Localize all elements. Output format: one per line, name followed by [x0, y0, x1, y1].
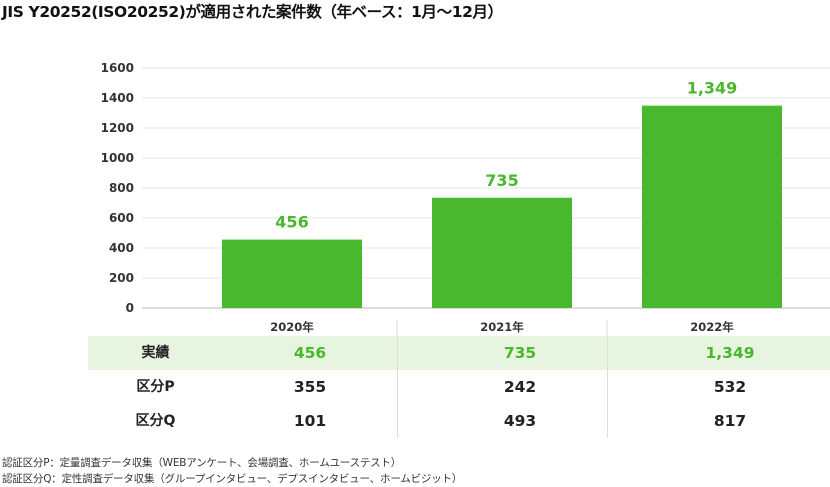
footnote-category-q: 認証区分Q：定性調査データ収集（グループインタビュー、デプスインタビュー、ホーム… [2, 473, 463, 485]
column-separator [397, 336, 398, 438]
x-category-label: 2021年 [480, 320, 524, 334]
table-cell: 456 [293, 344, 327, 362]
y-tick-label: 1600 [101, 61, 134, 75]
y-tick-label: 0 [126, 301, 134, 315]
y-tick-label: 800 [109, 181, 134, 195]
bar [222, 239, 362, 308]
bar-value-label: 1,349 [687, 79, 738, 98]
row-label: 区分Q [135, 413, 176, 429]
table-cell: 355 [293, 378, 327, 396]
table-cell: 493 [503, 412, 537, 430]
table-cell: 735 [503, 344, 537, 362]
y-tick-label: 200 [109, 271, 134, 285]
table-row-category-q: 区分Q 101 493 817 [88, 404, 830, 438]
y-tick-label: 600 [109, 211, 134, 225]
y-tick-label: 1200 [101, 121, 134, 135]
footnote-category-p: 認証区分P：定量調査データ収集（WEBアンケート、会場調査、ホームユーステスト） [2, 457, 402, 469]
bar-value-label: 456 [275, 213, 308, 232]
table-row-actual: 実績 456 735 1,349 [88, 336, 830, 370]
x-category-label: 2022年 [690, 320, 734, 334]
x-category-label: 2020年 [270, 320, 314, 334]
chart-title: JIS Y20252(ISO20252)が適用された案件数（年ベース：1月〜12… [2, 3, 503, 21]
table-cell: 817 [713, 412, 747, 430]
y-tick-label: 400 [109, 241, 134, 255]
table-cell: 1,349 [705, 344, 755, 362]
y-tick-label: 1400 [101, 91, 134, 105]
y-tick-label: 1000 [101, 151, 134, 165]
column-separator [607, 336, 608, 438]
row-label: 実績 [141, 345, 170, 361]
x-axis-categories: 2020年 2021年 2022年 [270, 320, 734, 334]
y-axis-ticks: 0 200 400 600 800 1000 1200 1400 1600 [101, 61, 134, 315]
bar [642, 105, 782, 309]
bars [222, 105, 782, 309]
table-cell: 532 [713, 378, 747, 396]
table-cell: 101 [293, 412, 327, 430]
table-row-category-p: 区分P 355 242 532 [88, 370, 830, 404]
bar-value-labels: 456 735 1,349 [275, 79, 737, 232]
row-label: 区分P [136, 379, 175, 395]
table-cell: 242 [503, 378, 537, 396]
bar-chart: 0 200 400 600 800 1000 1200 1400 1600 456 735 1,34… [101, 61, 830, 340]
bar-value-label: 735 [485, 171, 518, 190]
bar [432, 197, 572, 308]
